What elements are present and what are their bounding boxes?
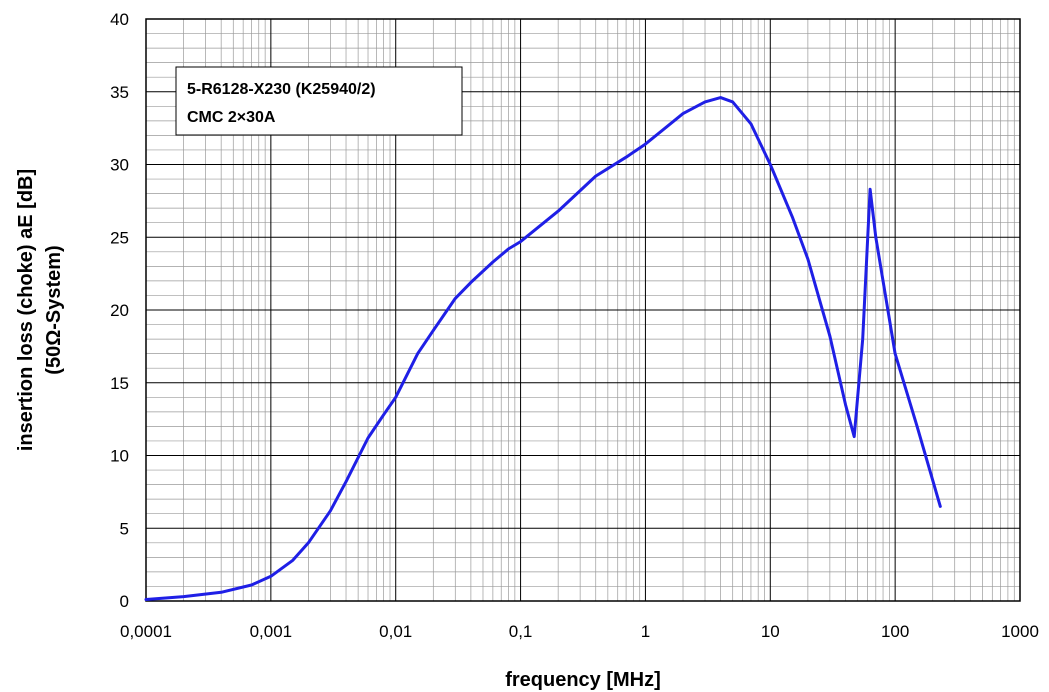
- x-tick-label: 0,001: [250, 622, 293, 641]
- x-tick-label: 1: [641, 622, 650, 641]
- annotation-frame: [175, 66, 463, 136]
- y-tick-labels: 0 5 10 15 20 25 30 35 40: [110, 10, 129, 611]
- x-axis-label: frequency [MHz]: [505, 669, 661, 691]
- y-tick-label: 10: [110, 447, 129, 466]
- x-tick-label: 100: [881, 622, 909, 641]
- x-tick-label: 0,1: [509, 622, 533, 641]
- annotation-box: 5-R6128-X230 (K25940/2) CMC 2×30A: [175, 66, 463, 136]
- y-tick-label: 25: [110, 228, 129, 247]
- y-tick-label: 35: [110, 83, 129, 102]
- x-tick-label: 0,01: [379, 622, 412, 641]
- y-axis-label-secondary: (50Ω-System): [43, 245, 65, 374]
- y-tick-label: 5: [120, 519, 129, 538]
- series-line-insertion-loss: [144, 96, 942, 601]
- y-tick-label: 30: [110, 156, 129, 175]
- y-tick-label: 0: [120, 592, 129, 611]
- x-tick-labels: 0,0001 0,001 0,01 0,1 1 10 100 1000: [120, 622, 1039, 641]
- y-tick-label: 20: [110, 301, 129, 320]
- y-tick-label: 15: [110, 374, 129, 393]
- y-tick-label: 40: [110, 10, 129, 29]
- x-tick-label: 1000: [1001, 622, 1039, 641]
- x-tick-label: 0,0001: [120, 622, 172, 641]
- y-axis-label: insertion loss (choke) aE [dB]: [15, 169, 37, 451]
- x-tick-label: 10: [761, 622, 780, 641]
- annotation-line-2: CMC 2×30A: [187, 109, 276, 126]
- annotation-line-1: 5-R6128-X230 (K25940/2): [187, 81, 376, 98]
- plot-frame: [145, 18, 1021, 602]
